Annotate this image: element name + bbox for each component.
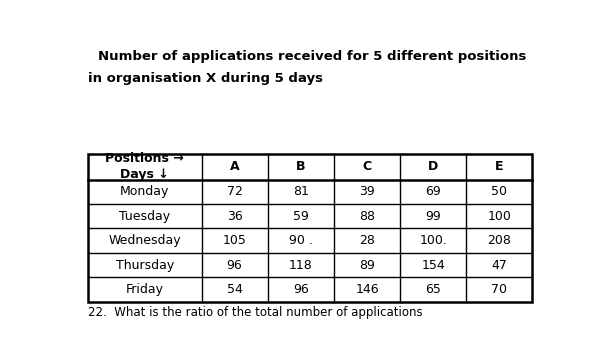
Text: Monday: Monday xyxy=(120,185,170,198)
Text: 22.  What is the ratio of the total number of applications: 22. What is the ratio of the total numbe… xyxy=(88,306,423,319)
Text: 39: 39 xyxy=(359,185,375,198)
Text: 70: 70 xyxy=(492,283,508,296)
Text: Wednesday: Wednesday xyxy=(109,234,181,247)
Text: 47: 47 xyxy=(492,258,508,272)
Text: 54: 54 xyxy=(227,283,243,296)
Text: 118: 118 xyxy=(289,258,313,272)
Text: 89: 89 xyxy=(359,258,375,272)
Text: E: E xyxy=(495,160,504,173)
Text: 28: 28 xyxy=(359,234,375,247)
Text: 96: 96 xyxy=(227,258,243,272)
Text: 59: 59 xyxy=(293,210,309,223)
Text: Number of applications received for 5 different positions: Number of applications received for 5 di… xyxy=(98,49,527,63)
Text: 88: 88 xyxy=(359,210,375,223)
Text: in organisation X during 5 days: in organisation X during 5 days xyxy=(88,72,323,84)
Text: 100: 100 xyxy=(487,210,511,223)
Text: D: D xyxy=(428,160,439,173)
Text: 99: 99 xyxy=(425,210,441,223)
Text: 208: 208 xyxy=(487,234,511,247)
Text: 65: 65 xyxy=(425,283,441,296)
Text: 90 .: 90 . xyxy=(289,234,313,247)
Text: B: B xyxy=(296,160,306,173)
Text: Thursday: Thursday xyxy=(116,258,174,272)
Text: 146: 146 xyxy=(355,283,379,296)
Text: Friday: Friday xyxy=(126,283,164,296)
Text: C: C xyxy=(362,160,371,173)
Text: A: A xyxy=(230,160,240,173)
Text: Positions →
Days ↓: Positions → Days ↓ xyxy=(106,152,184,181)
Text: 69: 69 xyxy=(425,185,441,198)
Text: 100.: 100. xyxy=(419,234,447,247)
Text: Tuesday: Tuesday xyxy=(119,210,170,223)
Text: 96: 96 xyxy=(293,283,309,296)
Text: 36: 36 xyxy=(227,210,243,223)
Text: 105: 105 xyxy=(223,234,246,247)
Text: 81: 81 xyxy=(293,185,309,198)
Text: 72: 72 xyxy=(227,185,243,198)
Text: 50: 50 xyxy=(492,185,508,198)
Text: 154: 154 xyxy=(422,258,445,272)
